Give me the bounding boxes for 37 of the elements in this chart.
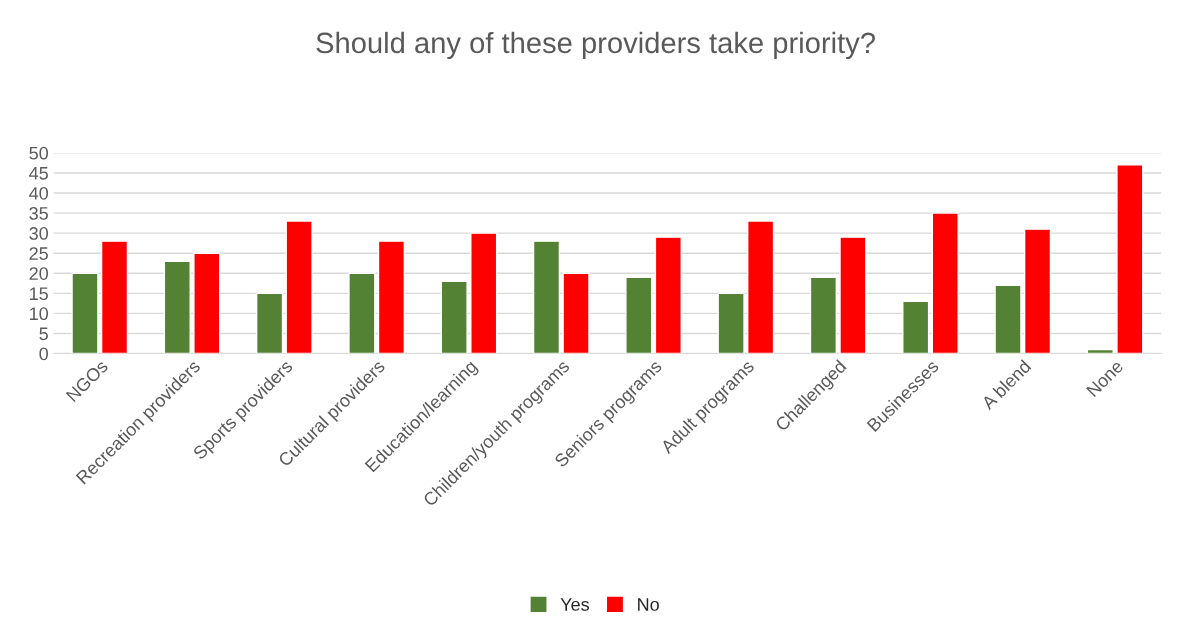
legend-label: No <box>638 598 659 611</box>
y-tick-label: 40 <box>29 186 49 200</box>
y-tick-label: 20 <box>29 267 49 280</box>
bar <box>717 292 745 354</box>
y-tick-label: 25 <box>29 247 48 260</box>
bar <box>931 212 959 354</box>
bar <box>994 284 1022 354</box>
bar <box>100 240 129 354</box>
y-tick-label: 30 <box>29 227 49 240</box>
bar <box>285 220 313 354</box>
y-tick-label: 35 <box>29 207 48 220</box>
bar <box>348 272 376 354</box>
bar <box>193 252 221 354</box>
bar <box>255 292 284 354</box>
bar <box>1023 228 1052 354</box>
bar <box>654 236 682 354</box>
bar <box>440 280 468 354</box>
bar <box>562 272 590 354</box>
bar <box>902 300 930 354</box>
bar <box>163 260 191 354</box>
bar <box>1116 164 1144 354</box>
bar <box>809 276 838 354</box>
y-tick-label: 5 <box>39 327 48 341</box>
chart-title: Should any of these providers take priority? <box>316 31 875 60</box>
bar <box>625 276 653 354</box>
y-tick-label: 0 <box>39 347 49 361</box>
bar <box>747 220 775 354</box>
bar <box>377 240 406 354</box>
bar <box>71 272 99 354</box>
y-tick-label: 50 <box>29 146 49 160</box>
y-tick-label: 10 <box>30 307 49 321</box>
bar <box>839 236 867 354</box>
y-tick-label: 45 <box>29 167 48 180</box>
y-tick-label: 15 <box>30 287 48 301</box>
legend-label: Yes <box>560 598 590 611</box>
bar <box>532 240 561 354</box>
bar <box>470 232 498 354</box>
